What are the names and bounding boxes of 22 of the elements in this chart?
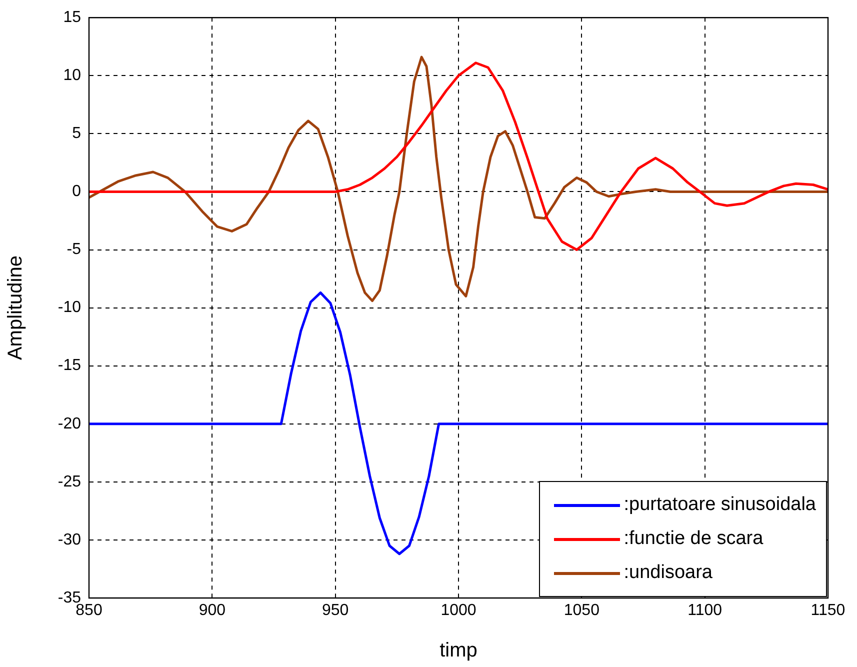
legend-label: :purtatoare sinusoidala	[624, 494, 816, 516]
y-tick-label: 15	[63, 9, 82, 26]
y-tick-label: -5	[66, 241, 82, 258]
y-tick-label: -15	[58, 357, 82, 374]
y-tick-label: -10	[58, 299, 82, 316]
y-tick-label: -25	[58, 473, 82, 490]
x-tick-label: 1000	[440, 602, 476, 620]
y-tick-label: -20	[58, 415, 82, 432]
y-axis-title: Amplitudine	[4, 256, 27, 360]
x-tick-label: 1150	[810, 602, 846, 620]
y-tick-label: 10	[63, 67, 82, 84]
x-tick-label: 900	[198, 602, 226, 620]
legend-label: :functie de scara	[624, 528, 764, 550]
x-tick-label: 850	[76, 602, 102, 620]
y-tick-label: 5	[72, 125, 82, 142]
legend-label: :undisoara	[624, 562, 712, 584]
y-tick-label: 0	[72, 183, 82, 200]
x-tick-label: 1100	[688, 602, 722, 620]
x-tick-label: 950	[322, 602, 349, 620]
y-tick-label: -30	[58, 531, 82, 548]
x-tick-label: 1050	[564, 602, 600, 620]
x-axis-title: timp	[440, 640, 478, 662]
